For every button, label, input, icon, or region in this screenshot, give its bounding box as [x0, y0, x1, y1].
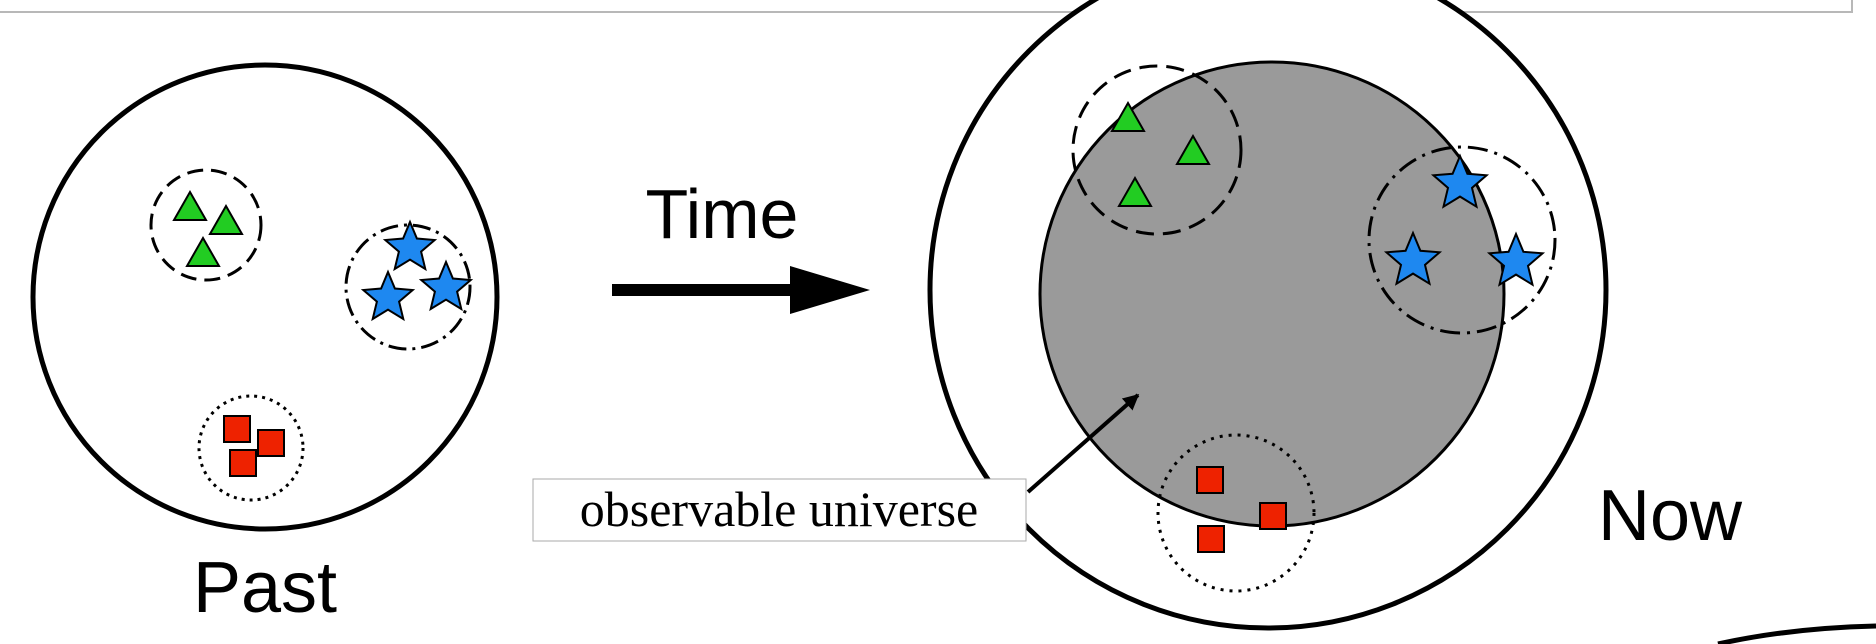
star-galaxy: [1486, 231, 1546, 287]
callout-pointer: [1026, 393, 1140, 494]
square-galaxy: [1197, 525, 1225, 553]
square-galaxy: [257, 429, 285, 457]
square-galaxy: [1259, 502, 1287, 530]
bottom-right-arc: [1717, 623, 1876, 644]
observable-universe-label: observable universe: [580, 481, 978, 537]
now-square-cluster-boundary: [1156, 433, 1316, 593]
now-universe: Now: [927, 0, 1743, 631]
past-square-cluster-boundary: [197, 394, 305, 502]
time-arrow-group: Time: [612, 175, 870, 314]
star-galaxy: [382, 219, 438, 272]
top-frame-line: [0, 0, 1853, 13]
now-star-cluster-boundary: [1367, 145, 1557, 335]
time-arrow-head: [790, 266, 870, 314]
now-triangle-cluster-boundary: [1071, 64, 1243, 236]
star-galaxy: [360, 269, 416, 322]
star-galaxy: [418, 259, 474, 312]
triangle-galaxy: [1175, 133, 1211, 165]
triangle-galaxy: [208, 203, 244, 235]
star-galaxy: [1430, 153, 1490, 209]
past-universe-boundary: [30, 62, 500, 532]
triangle-galaxy: [1110, 100, 1146, 132]
observable-region: [1038, 60, 1506, 528]
triangle-galaxy: [1117, 175, 1153, 207]
past-triangle-cluster-boundary: [149, 168, 263, 282]
observable-universe-label-box: [532, 478, 1027, 542]
past-universe: Past: [30, 62, 500, 628]
observable-universe-callout: observable universe: [532, 393, 1140, 542]
time-label: Time: [646, 175, 799, 253]
square-galaxy: [223, 415, 251, 443]
triangle-galaxy: [185, 235, 221, 267]
past-label: Past: [193, 548, 337, 628]
now-label: Now: [1598, 476, 1743, 556]
star-galaxy: [1383, 230, 1443, 286]
square-galaxy: [1196, 466, 1224, 494]
past-star-cluster-boundary: [344, 223, 472, 351]
triangle-galaxy: [172, 189, 208, 221]
square-galaxy: [229, 449, 257, 477]
